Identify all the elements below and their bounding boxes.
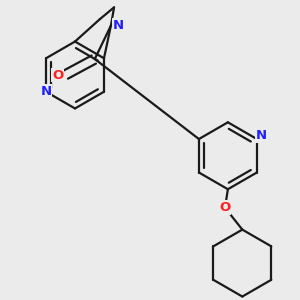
Text: N: N bbox=[256, 129, 267, 142]
Text: N: N bbox=[40, 85, 52, 98]
Text: O: O bbox=[52, 69, 64, 82]
Text: N: N bbox=[112, 19, 123, 32]
Text: O: O bbox=[219, 201, 231, 214]
